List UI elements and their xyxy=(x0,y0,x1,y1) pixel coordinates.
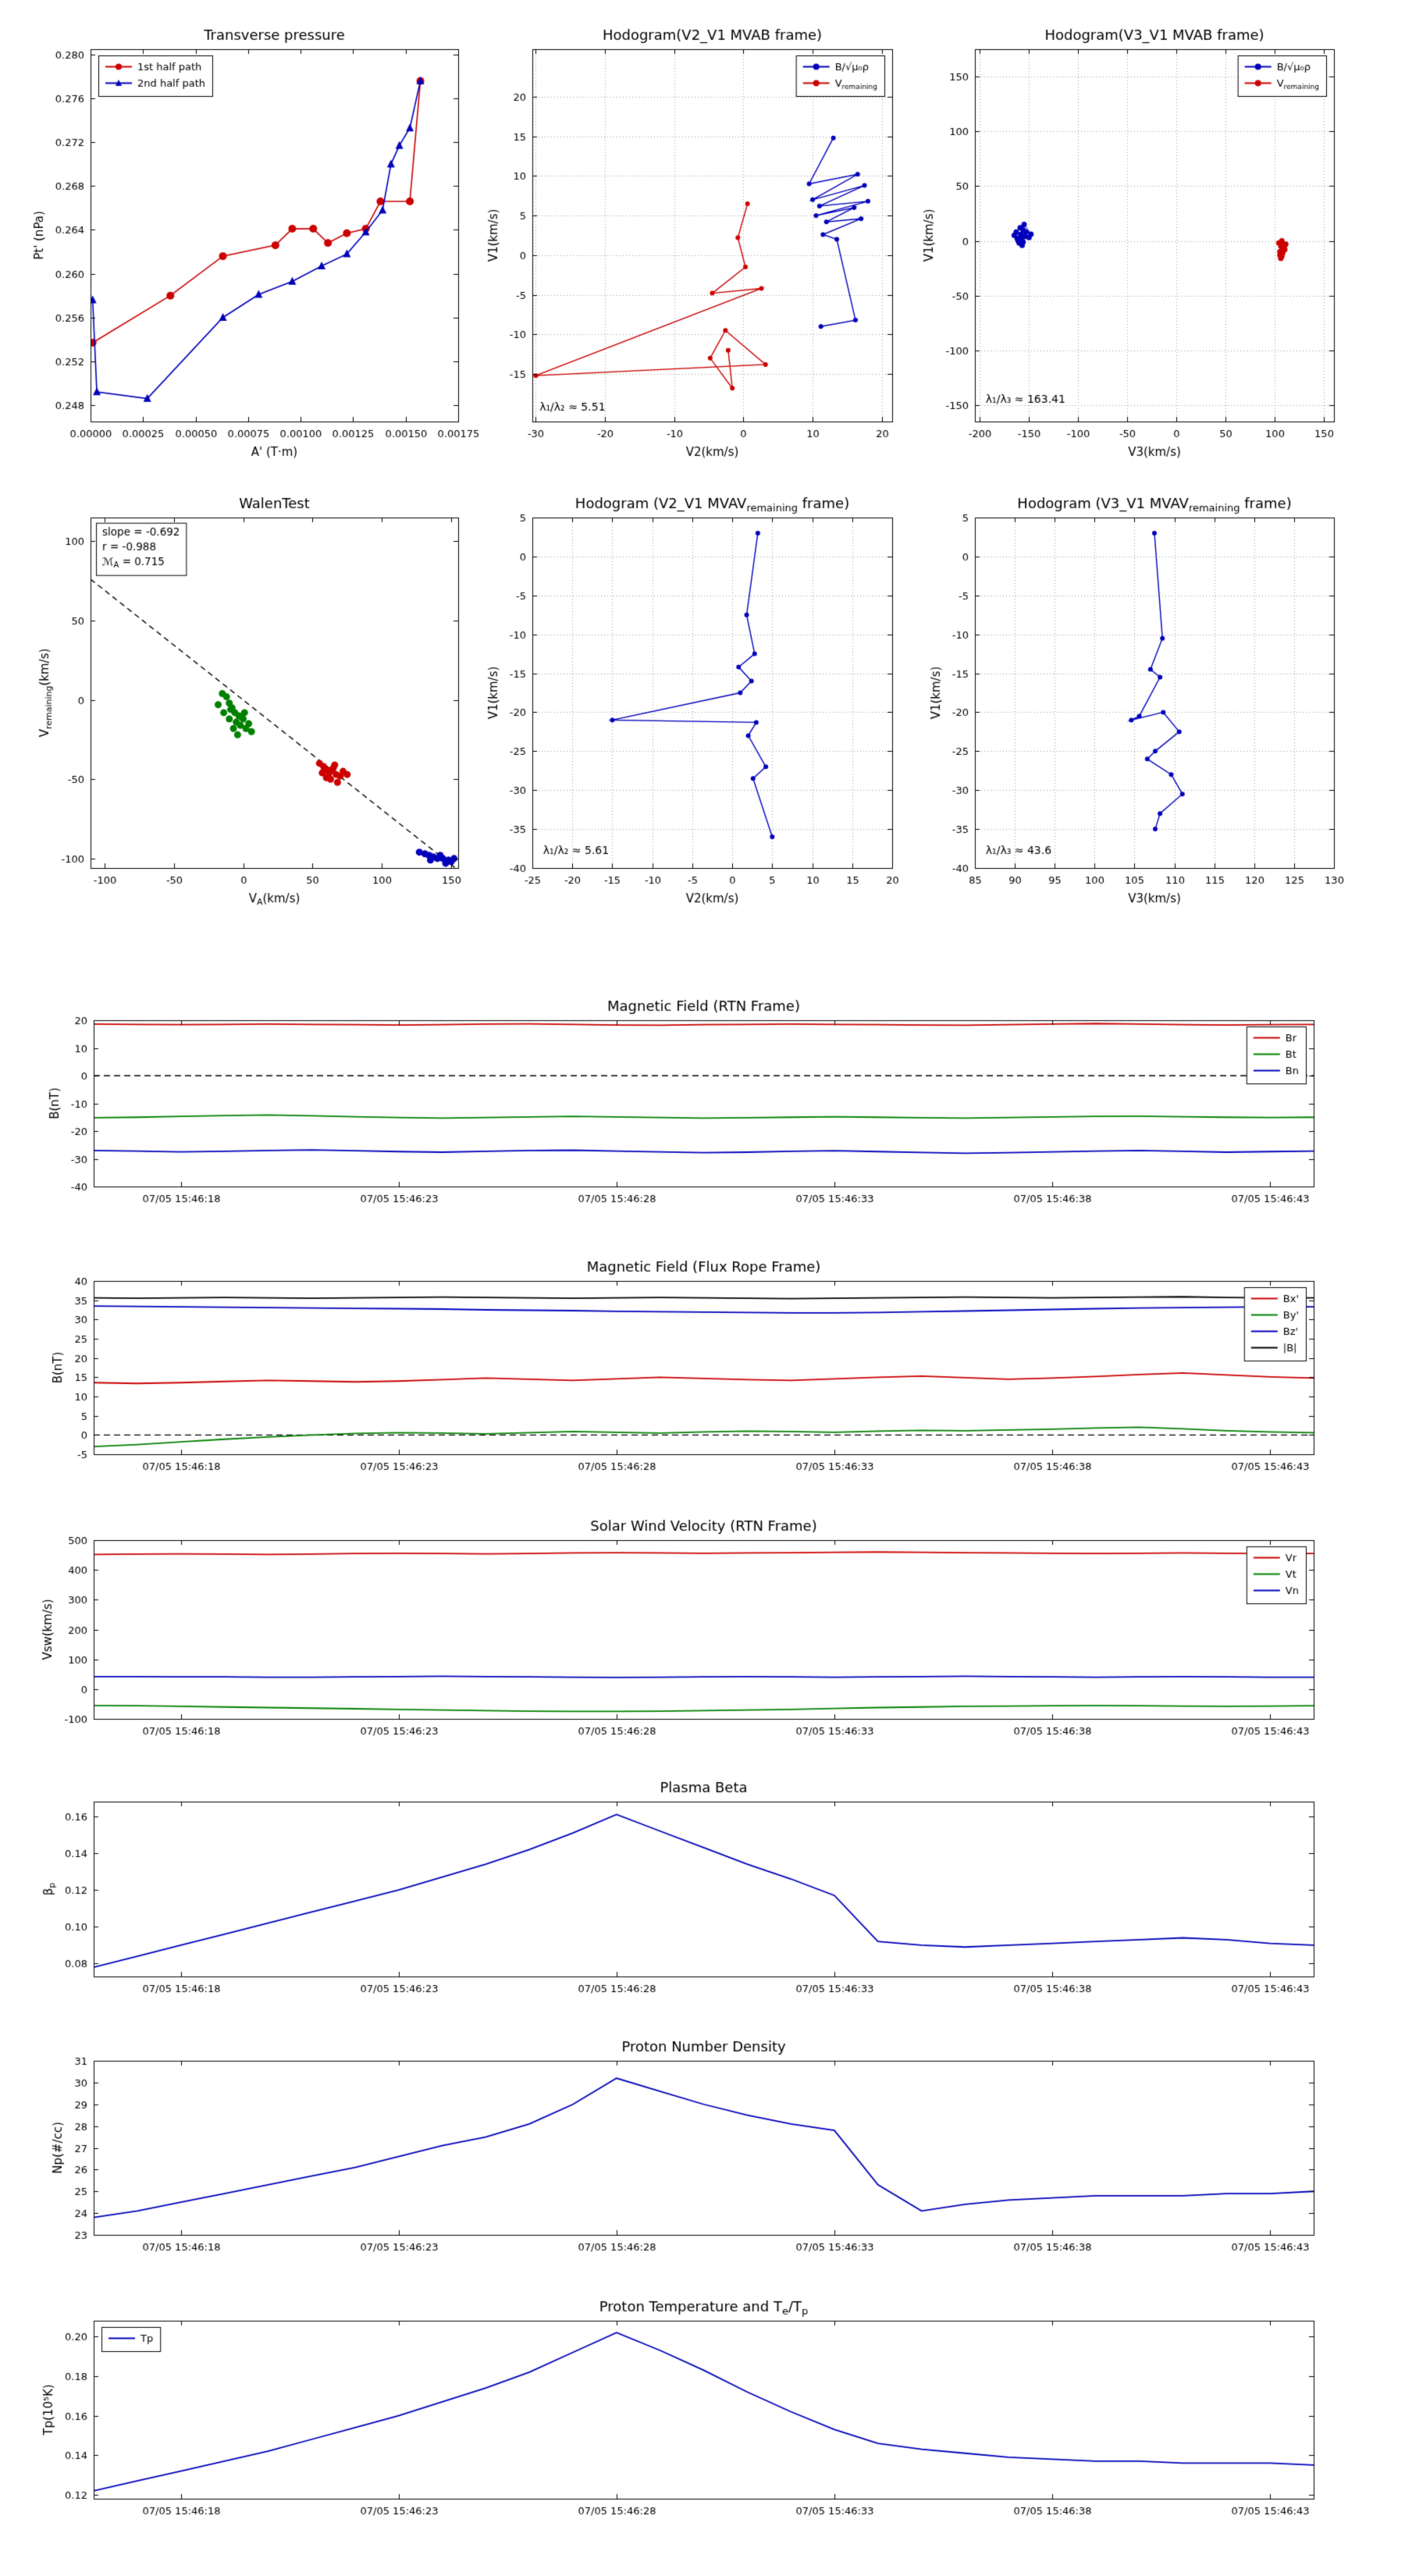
figure xyxy=(0,0,1405,2576)
figure-canvas xyxy=(0,0,1405,2576)
